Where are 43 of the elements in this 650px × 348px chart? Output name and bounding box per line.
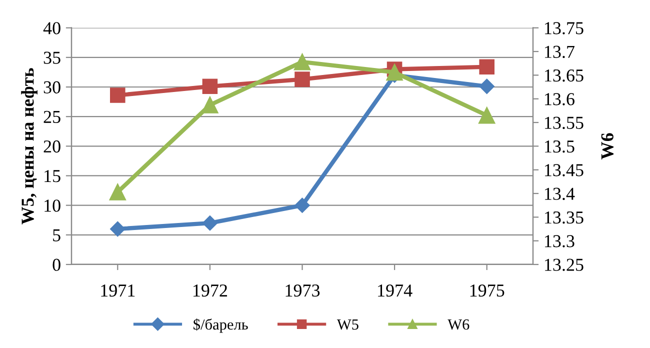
y2-tick-label: 13.65 xyxy=(545,69,584,82)
y2-tick-label: 13.7 xyxy=(545,46,574,58)
y-axis-title: W5, цены на нефть xyxy=(21,68,38,224)
y-tick-label: 0 xyxy=(52,258,60,271)
y2-tick-label: 13.35 xyxy=(545,211,584,224)
y2-tick-label: 13.4 xyxy=(545,188,575,200)
x-tick-label: 1973 xyxy=(286,284,320,297)
x-tick-label: 1974 xyxy=(378,284,412,297)
point xyxy=(202,216,218,231)
point xyxy=(386,64,403,81)
y2-tick-label: 13.5 xyxy=(545,140,574,153)
point xyxy=(479,78,494,94)
point xyxy=(202,78,218,94)
point xyxy=(479,59,494,75)
x-tick-label: 1975 xyxy=(470,284,504,297)
x-tick-label: 1972 xyxy=(193,284,228,297)
y-tick-label: 20 xyxy=(44,140,60,153)
y-tick-label: 30 xyxy=(44,81,60,94)
y-tick-label: 35 xyxy=(44,52,60,64)
y2-tick-label: 13.3 xyxy=(545,235,574,248)
y-tick-label: 25 xyxy=(44,110,60,124)
y2-tick-label: 13.75 xyxy=(545,22,584,34)
x-tick-label: 1971 xyxy=(101,284,135,297)
y2-tick-label: 13.6 xyxy=(545,93,574,106)
point xyxy=(294,72,310,87)
y2-tick-label: 13.45 xyxy=(545,164,584,176)
y2-tick-label: 13.25 xyxy=(545,258,584,271)
y-tick-label: 5 xyxy=(53,229,60,242)
legend-label: W6 xyxy=(448,319,470,330)
point xyxy=(478,107,496,124)
point xyxy=(202,96,218,114)
legend-label: W5 xyxy=(336,320,358,330)
point xyxy=(110,221,126,237)
y2-tick-label: 13.55 xyxy=(545,116,584,130)
y-tick-label: 10 xyxy=(44,200,60,212)
legend-label: $/барель xyxy=(194,318,248,333)
y2-axis-title: W6 xyxy=(601,133,614,160)
point xyxy=(294,198,310,213)
y-tick-label: 40 xyxy=(43,22,60,34)
y-tick-label: 15 xyxy=(44,170,60,182)
point xyxy=(110,88,126,103)
point xyxy=(109,184,126,200)
point xyxy=(294,54,311,70)
